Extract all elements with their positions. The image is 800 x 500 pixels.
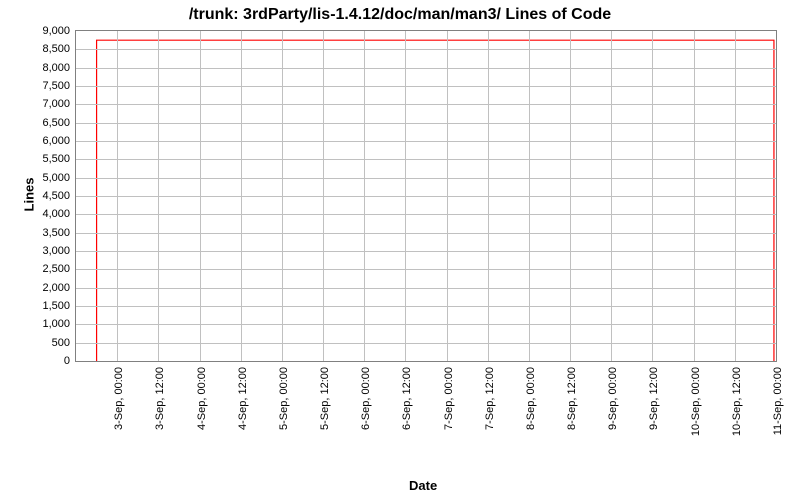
y-tick-label: 6,000 — [42, 135, 70, 147]
y-tick-label: 500 — [52, 337, 70, 349]
x-tick-label: 5-Sep, 12:00 — [319, 367, 331, 430]
grid-line-v — [282, 31, 283, 361]
y-tick-label: 3,000 — [42, 245, 70, 257]
x-tick-label: 5-Sep, 00:00 — [278, 367, 290, 430]
grid-line-v — [117, 31, 118, 361]
y-tick-label: 9,000 — [42, 25, 70, 37]
grid-line-v — [323, 31, 324, 361]
x-tick-label: 10-Sep, 12:00 — [731, 367, 743, 436]
chart-title: /trunk: 3rdParty/lis-1.4.12/doc/man/man3… — [0, 6, 800, 24]
grid-line-h — [76, 288, 776, 289]
y-tick-label: 5,500 — [42, 153, 70, 165]
x-tick-label: 11-Sep, 00:00 — [772, 367, 784, 435]
y-tick-label: 3,500 — [42, 227, 70, 239]
x-tick-label: 4-Sep, 12:00 — [237, 367, 249, 430]
y-tick-label: 5,000 — [42, 172, 70, 184]
x-axis-label: Date — [409, 478, 437, 493]
grid-line-h — [76, 324, 776, 325]
grid-line-h — [76, 49, 776, 50]
plot-area: 05001,0001,5002,0002,5003,0003,5004,0004… — [75, 30, 777, 362]
grid-line-h — [76, 251, 776, 252]
y-tick-label: 8,000 — [42, 62, 70, 74]
x-tick-label: 7-Sep, 12:00 — [484, 367, 496, 430]
grid-line-v — [570, 31, 571, 361]
grid-line-v — [158, 31, 159, 361]
y-tick-label: 4,500 — [42, 190, 70, 202]
x-tick-label: 6-Sep, 12:00 — [401, 367, 413, 430]
grid-line-h — [76, 68, 776, 69]
y-tick-label: 7,000 — [42, 98, 70, 110]
grid-line-h — [76, 141, 776, 142]
y-axis-label: Lines — [21, 178, 36, 212]
grid-line-h — [76, 159, 776, 160]
y-tick-label: 1,000 — [42, 318, 70, 330]
grid-line-h — [76, 123, 776, 124]
y-tick-label: 6,500 — [42, 117, 70, 129]
y-tick-label: 4,000 — [42, 208, 70, 220]
grid-line-v — [241, 31, 242, 361]
y-tick-label: 7,500 — [42, 80, 70, 92]
grid-line-h — [76, 233, 776, 234]
grid-line-h — [76, 178, 776, 179]
grid-line-v — [735, 31, 736, 361]
grid-line-h — [76, 196, 776, 197]
x-tick-label: 9-Sep, 00:00 — [607, 367, 619, 430]
grid-line-v — [652, 31, 653, 361]
grid-line-h — [76, 269, 776, 270]
y-tick-label: 8,500 — [42, 43, 70, 55]
x-tick-label: 8-Sep, 12:00 — [566, 367, 578, 430]
x-tick-label: 3-Sep, 00:00 — [113, 367, 125, 430]
x-tick-label: 10-Sep, 00:00 — [690, 367, 702, 436]
grid-line-v — [488, 31, 489, 361]
x-tick-label: 6-Sep, 00:00 — [360, 367, 372, 430]
x-tick-label: 3-Sep, 12:00 — [154, 367, 166, 430]
grid-line-h — [76, 104, 776, 105]
grid-line-h — [76, 86, 776, 87]
y-tick-label: 2,500 — [42, 263, 70, 275]
grid-line-h — [76, 306, 776, 307]
x-tick-label: 7-Sep, 00:00 — [443, 367, 455, 430]
grid-line-h — [76, 343, 776, 344]
y-tick-label: 1,500 — [42, 300, 70, 312]
x-tick-label: 9-Sep, 12:00 — [648, 367, 660, 430]
loc-chart: /trunk: 3rdParty/lis-1.4.12/doc/man/man3… — [0, 0, 800, 500]
grid-line-v — [447, 31, 448, 361]
x-tick-label: 8-Sep, 00:00 — [525, 367, 537, 430]
grid-line-v — [529, 31, 530, 361]
y-tick-label: 2,000 — [42, 282, 70, 294]
grid-line-v — [364, 31, 365, 361]
y-tick-label: 0 — [64, 355, 70, 367]
grid-line-v — [694, 31, 695, 361]
grid-line-v — [200, 31, 201, 361]
grid-line-h — [76, 214, 776, 215]
series-lines-of-code — [97, 40, 774, 361]
grid-line-v — [405, 31, 406, 361]
grid-line-v — [611, 31, 612, 361]
x-tick-label: 4-Sep, 00:00 — [196, 367, 208, 430]
